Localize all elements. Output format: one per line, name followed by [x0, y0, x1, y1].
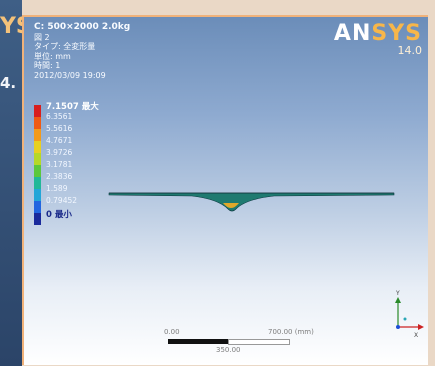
ansys-version: 14.0	[397, 44, 423, 57]
legend-label: 3.9726	[46, 148, 73, 157]
scale-bar: 0.00 700.00 (mm) 350.00	[164, 328, 324, 358]
ansys-brand: ANSYS	[333, 21, 422, 46]
scale-right-label: 700.00 (mm)	[268, 328, 314, 336]
legend-swatch	[34, 105, 41, 117]
legend-label: 6.3561	[46, 112, 73, 121]
legend-swatch	[34, 177, 41, 189]
legend-swatch	[34, 129, 41, 141]
result-legend-header: C: 500×2000 2.0kg 図 2 タイプ: 全変形量 単位: mm 時…	[34, 22, 131, 80]
result-date: 2012/03/09 19:09	[34, 70, 106, 80]
scale-left-label: 0.00	[164, 328, 180, 336]
legend-swatch	[34, 213, 41, 225]
result-type: タイプ: 全変形量	[34, 42, 96, 51]
legend-swatch	[34, 165, 41, 177]
legend-swatch	[34, 201, 41, 213]
legend-swatch	[34, 153, 41, 165]
iso-dot	[403, 317, 407, 321]
result-unit: 単位: mm	[34, 51, 71, 61]
legend-label: 4.7671	[46, 136, 73, 145]
legend-label: 1.589	[46, 184, 68, 193]
y-axis-arrow	[395, 297, 401, 303]
scale-bar-black	[168, 339, 228, 344]
y-axis-label: Y	[395, 290, 400, 297]
legend-swatch	[34, 117, 41, 129]
x-axis-label: X	[414, 332, 418, 339]
ansys-logo: ANSYS 14.0	[334, 21, 422, 57]
legend-label: 7.1507 最大	[46, 102, 99, 112]
deformed-plate-shape	[108, 192, 395, 212]
z-axis-dot	[396, 325, 400, 329]
adjacent-version-fragment: 4.	[0, 74, 17, 92]
graphics-viewport[interactable]: C: 500×2000 2.0kg 図 2 タイプ: 全変形量 単位: mm 時…	[22, 15, 428, 365]
result-title: C: 500×2000 2.0kg	[34, 22, 131, 32]
scale-bar-white	[228, 339, 290, 345]
legend-swatch	[34, 141, 41, 153]
x-axis-arrow	[418, 324, 424, 330]
deformed-plate-view[interactable]	[24, 17, 428, 365]
adjacent-logo-fragment: YS	[0, 14, 22, 39]
legend-swatch	[34, 189, 41, 201]
adjacent-window-strip: YS 4.	[0, 0, 22, 366]
legend-label: 3.1781	[46, 160, 73, 169]
legend-label: 2.3836	[46, 172, 73, 181]
result-time: 時間: 1	[34, 61, 61, 70]
legend-label: 0.79452	[46, 196, 78, 205]
legend-label: 5.5616	[46, 124, 73, 133]
scale-mid-label: 350.00	[216, 346, 241, 354]
result-figure: 図 2	[34, 32, 50, 42]
axis-triad[interactable]: Y X	[384, 289, 424, 339]
legend-label: 0 最小	[46, 210, 72, 220]
deformation-peak	[223, 203, 239, 208]
